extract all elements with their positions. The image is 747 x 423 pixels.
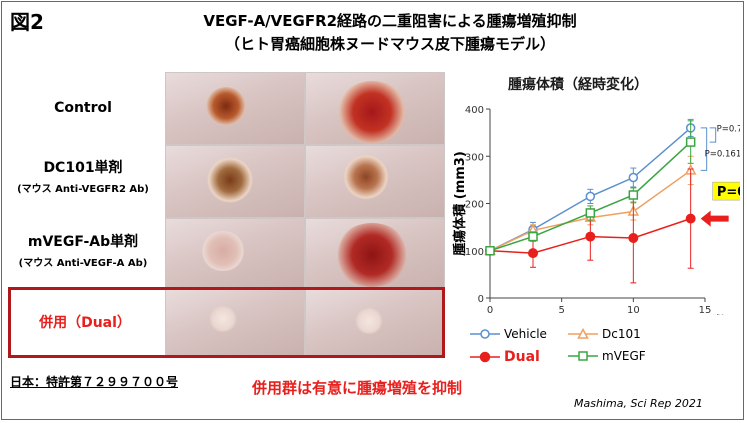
p-value-vehicle-dc101: P=0.754 [717,125,740,135]
chart-title: 腫瘍体積（経時変化） [508,77,648,93]
data-point [628,172,639,183]
row-label-mvegf: mVEGF-Ab単剤 (マウス Anti-VEGF-A Ab) [4,231,162,269]
legend-item-mvegf: mVEGF [568,349,646,363]
x-tick-label: 15 [699,305,712,315]
row-sublabel-mvegf: (マウス Anti-VEGF-A Ab) [18,258,148,269]
dual-highlight-box [8,287,445,358]
figure-title: VEGF-A/VEGFR2経路の二重阻害による腫瘍増殖抑制 [203,12,577,30]
legend-item-dc101: Dc101 [568,327,641,341]
tumor-photo-control-1 [165,72,305,145]
bracket-vehicle-dc101 [700,127,708,171]
legend-marker-dc101 [568,328,598,339]
row-label-dc101-text: DC101単剤 [43,160,123,176]
p-value-dual: P=0.011 [717,185,740,200]
y-tick-label: 0 [478,294,484,305]
figure-subtitle: （ヒト胃癌細胞株ヌードマウス皮下腫瘍モデル） [224,35,555,53]
legend-item-dual: Dual [470,349,540,365]
tumor-photo-control-2 [305,72,445,145]
row-label-dc101: DC101単剤 (マウス Anti-VEGFR2 Ab) [4,157,162,195]
data-point [585,231,596,242]
x-tick-label: 0 [487,305,493,315]
dual-arrow-icon [700,210,729,227]
legend-label-dc101: Dc101 [602,327,641,341]
legend-marker-vehicle [470,329,500,339]
figure-label: 図2 [10,10,44,34]
row-label-dual: 併用（Dual） [39,315,131,331]
row-label-control-text: Control [54,100,112,116]
data-point [485,246,495,256]
p-value-vehicle-mvegf: P=0.161 [705,149,740,159]
y-tick-label: 200 [465,200,484,211]
legend-label-mvegf: mVEGF [602,349,646,363]
legend-marker-mvegf [568,351,598,361]
row-label-mvegf-text: mVEGF-Ab単剤 [27,234,139,250]
data-point [528,231,538,242]
data-point [628,232,639,243]
data-point [685,137,696,147]
legend-label-vehicle: Vehicle [504,327,547,341]
y-tick-label: 400 [465,105,484,116]
x-axis-label: 日数 [701,314,728,315]
series-dual [485,168,696,284]
tumor-photo-mvegf-1 [165,218,305,291]
tumor-photo-mvegf-2 [305,218,445,291]
data-point [585,208,596,218]
x-tick-label: 10 [627,305,640,315]
row-label-control: Control [4,100,162,116]
y-tick-label: 300 [465,152,484,163]
legend-item-vehicle: Vehicle [470,327,547,341]
data-point [685,213,696,224]
conclusion-text: 併用群は有意に腫瘍増殖を抑制 [252,379,463,397]
data-point [585,191,596,202]
y-tick-label: 100 [465,247,484,258]
tumor-photo-dc101-2 [305,145,445,218]
data-point [628,190,639,200]
legend-marker-dual [470,351,500,363]
bracket-vehicle-mvegf [709,127,717,143]
y-axis-label: 腫瘍体積 (mm3) [452,151,468,256]
tumor-photo-dc101-1 [165,145,305,218]
significance-brackets: P=0.754 P=0.161 [700,125,740,171]
legend-label-dual: Dual [504,349,540,365]
row-sublabel-dc101: (マウス Anti-VEGFR2 Ab) [17,184,149,195]
data-point [528,248,538,259]
series-mvegf [485,120,696,256]
citation: Mashima, Sci Rep 2021 [574,397,703,410]
patent-number: 日本：特許第７２９９７００号 [10,375,179,389]
p-value-dual-box [712,181,740,201]
x-tick-label: 5 [558,305,564,315]
